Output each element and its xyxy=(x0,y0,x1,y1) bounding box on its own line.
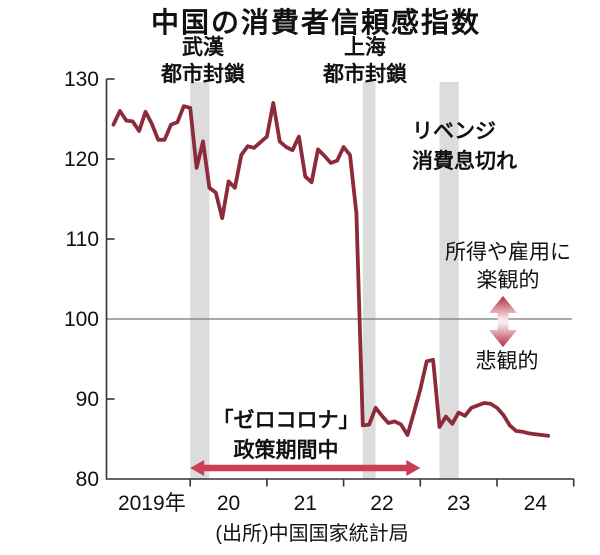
source-note: (出所)中国国家統計局 xyxy=(215,523,409,545)
optimism-pessimism-arrow xyxy=(489,296,517,347)
y-tick-label: 80 xyxy=(76,468,99,491)
shanghai-lockdown-line1: 上海 xyxy=(344,36,386,59)
revenge-consumption-line2: 消費息切れ xyxy=(412,150,517,173)
axes xyxy=(105,79,574,480)
x-tick-label: 20 xyxy=(217,492,240,515)
lockdown-band xyxy=(362,82,376,479)
lockdown-band xyxy=(190,82,210,479)
optimistic-label: 所得や雇用に 楽観的 xyxy=(445,239,571,295)
lockdown-band xyxy=(439,82,459,479)
revenge-consumption-label: リベンジ 消費息切れ xyxy=(412,117,517,177)
confidence-index-line xyxy=(111,101,550,438)
y-tick-label: 120 xyxy=(64,148,99,171)
x-tick-label: 23 xyxy=(447,492,470,515)
zero-covid-line2: 政策期間中 xyxy=(233,439,339,462)
x-tick-label: 22 xyxy=(370,492,393,515)
x-tick-label: 21 xyxy=(294,492,317,515)
zero-covid-period-arrow xyxy=(190,460,421,476)
optimistic-line1: 所得や雇用に xyxy=(445,241,571,264)
optimistic-line2: 楽観的 xyxy=(476,269,540,292)
pessimistic-label: 悲観的 xyxy=(475,350,539,373)
x-tick-label: 2019年 xyxy=(118,492,186,515)
wuhan-lockdown-label: 武漢 都市封鎖 xyxy=(161,34,245,88)
revenge-consumption-line1: リベンジ xyxy=(412,120,496,143)
wuhan-lockdown-line1: 武漢 xyxy=(182,36,224,59)
x-tick-label: 24 xyxy=(524,492,548,515)
wuhan-lockdown-line2: 都市封鎖 xyxy=(161,63,245,86)
zero-covid-line1: 「ゼロコロナ」 xyxy=(212,409,360,432)
shanghai-lockdown-label: 上海 都市封鎖 xyxy=(323,34,407,88)
zero-covid-policy-label: 「ゼロコロナ」 政策期間中 xyxy=(213,406,360,466)
chart-title: 中国の消費者信頼感指数 xyxy=(150,7,482,38)
y-tick-label: 90 xyxy=(76,388,99,411)
y-tick-label: 100 xyxy=(64,308,99,331)
shanghai-lockdown-line2: 都市封鎖 xyxy=(323,63,407,86)
y-tick-label: 130 xyxy=(64,68,99,91)
y-tick-label: 110 xyxy=(66,228,99,251)
